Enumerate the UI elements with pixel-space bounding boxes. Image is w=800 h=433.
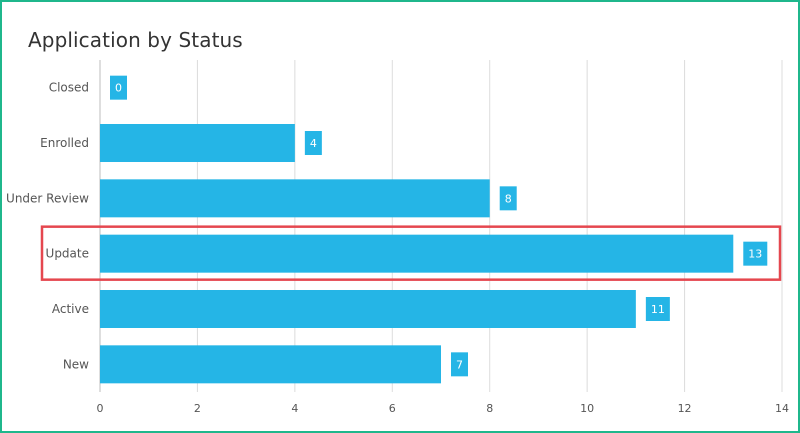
tick-labels: 0 2 4 6 8 10 12 14	[97, 402, 790, 415]
x-tick-label: 8	[486, 402, 493, 415]
data-labels: 0 4 8 13 11 7	[110, 75, 768, 377]
category-label: New	[63, 357, 89, 371]
data-label: 0	[115, 82, 122, 95]
data-label: 7	[456, 358, 463, 371]
data-label: 4	[310, 137, 317, 150]
highlight	[40, 225, 782, 281]
x-tick-label: 4	[291, 402, 298, 415]
category-label: Under Review	[6, 191, 89, 205]
x-tick-label: 12	[678, 402, 692, 415]
category-label: Closed	[49, 81, 89, 95]
category-label: Enrolled	[40, 136, 89, 150]
category-label: Update	[46, 247, 89, 261]
highlight-box	[40, 225, 782, 281]
x-tick-label: 0	[97, 402, 104, 415]
data-label: 13	[748, 248, 762, 261]
bar[interactable]	[100, 179, 490, 218]
data-label-box	[645, 297, 670, 321]
data-label-box	[304, 131, 322, 155]
category-label: Active	[52, 302, 89, 316]
bar[interactable]	[100, 234, 734, 273]
x-tick-label: 6	[389, 402, 396, 415]
bars	[100, 124, 734, 384]
category-labels: Closed Enrolled Under Review Update Active Ne…	[6, 81, 89, 372]
data-label-box	[499, 186, 517, 211]
data-label-box	[110, 75, 127, 100]
bar[interactable]	[100, 345, 441, 384]
data-label-box	[743, 241, 768, 266]
data-label: 8	[505, 192, 512, 205]
chart-title: Application by Status	[28, 28, 243, 52]
x-tick-label: 2	[194, 402, 201, 415]
bar[interactable]	[100, 290, 636, 328]
data-label: 11	[651, 303, 665, 316]
x-tick-label: 10	[580, 402, 594, 415]
data-label-box	[451, 352, 468, 377]
bar[interactable]	[100, 124, 295, 162]
x-tick-label: 14	[775, 402, 789, 415]
